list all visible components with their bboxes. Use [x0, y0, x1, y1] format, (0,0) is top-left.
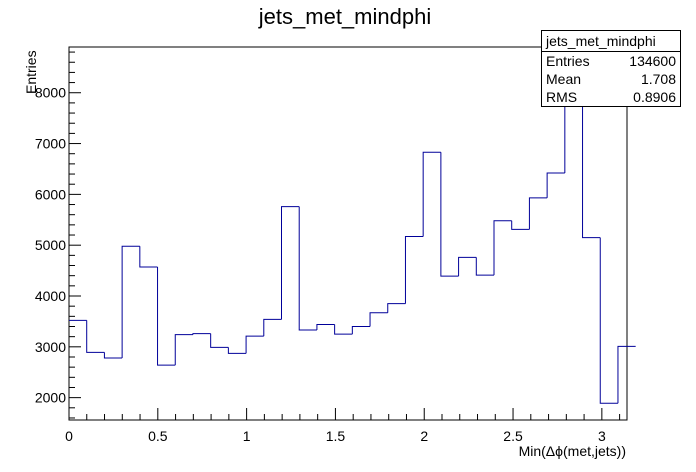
histogram-bin	[103, 352, 123, 359]
histogram-bin	[139, 246, 158, 268]
plot-frame	[68, 46, 628, 421]
histogram-bin	[511, 220, 530, 230]
histogram-bin	[86, 320, 105, 353]
y-tick-label: 7000	[35, 136, 66, 152]
histogram-bin	[599, 237, 618, 404]
histogram-bin	[281, 206, 300, 320]
stats-row-mean: Mean 1.708	[542, 70, 680, 88]
y-tick-label: 3000	[35, 339, 66, 355]
histogram-bin	[528, 197, 548, 230]
histogram-bin	[369, 312, 388, 327]
x-tick-label: 0	[65, 428, 73, 444]
chart-title: jets_met_mindphi	[258, 4, 431, 29]
x-tick-label: 2.5	[503, 428, 523, 444]
histogram-bin	[582, 47, 601, 239]
histogram-bin	[617, 345, 636, 404]
histogram-bin	[245, 335, 264, 354]
histogram-bin	[210, 333, 229, 348]
histogram-bin	[493, 220, 512, 276]
histogram-bin	[298, 206, 317, 331]
y-tick-label: 5000	[35, 237, 66, 253]
histogram-bin	[121, 245, 140, 359]
y-tick-label: 4000	[35, 288, 66, 304]
y-tick-label: 6000	[35, 186, 66, 202]
stats-mean-value: 1.708	[640, 71, 676, 87]
x-axis: 0 0.5 1 1.5 2 2.5 3	[65, 408, 621, 444]
x-tick-label: 1.5	[326, 428, 346, 444]
histogram-layer	[69, 46, 636, 404]
histogram-bin	[422, 151, 441, 237]
y-tick-label: 8000	[35, 85, 66, 101]
stats-title: jets_met_mindphi	[542, 31, 680, 52]
stats-row-rms: RMS 0.8906	[542, 88, 680, 106]
histogram-bin	[334, 324, 353, 335]
histogram-bin	[387, 303, 406, 313]
stats-mean-label: Mean	[546, 71, 582, 87]
y-tick-label: 2000	[35, 390, 66, 406]
histogram-bin	[263, 318, 282, 337]
x-tick-label: 1	[243, 428, 251, 444]
histogram-bin	[174, 334, 193, 366]
stats-rms-label: RMS	[546, 89, 578, 105]
histogram-bin	[458, 256, 477, 277]
y-axis-label: Entries	[23, 50, 39, 94]
x-tick-label: 3	[598, 428, 606, 444]
histogram-bin	[546, 172, 565, 198]
histogram-bin	[440, 152, 459, 277]
x-tick-label: 2	[420, 428, 428, 444]
histogram-bin	[227, 347, 247, 354]
histogram-bin	[157, 267, 176, 366]
x-tick-label: 0.5	[148, 428, 168, 444]
stats-entries-label: Entries	[546, 53, 590, 69]
histogram-bin	[404, 236, 424, 304]
histogram-bin	[351, 325, 371, 335]
y-axis: 2000 3000 4000 5000 6000 7000 8000	[35, 51, 81, 419]
stats-entries-value: 134600	[629, 53, 676, 69]
x-axis-label: Min(Δϕ(met,jets))	[519, 443, 626, 459]
histogram-bin	[192, 333, 211, 335]
stats-box: jets_met_mindphi Entries 134600 Mean 1.7…	[541, 30, 681, 107]
stats-row-entries: Entries 134600	[542, 52, 680, 70]
histogram-bin	[316, 323, 335, 331]
stats-rms-value: 0.8906	[633, 89, 676, 105]
histogram-bin	[475, 257, 495, 276]
